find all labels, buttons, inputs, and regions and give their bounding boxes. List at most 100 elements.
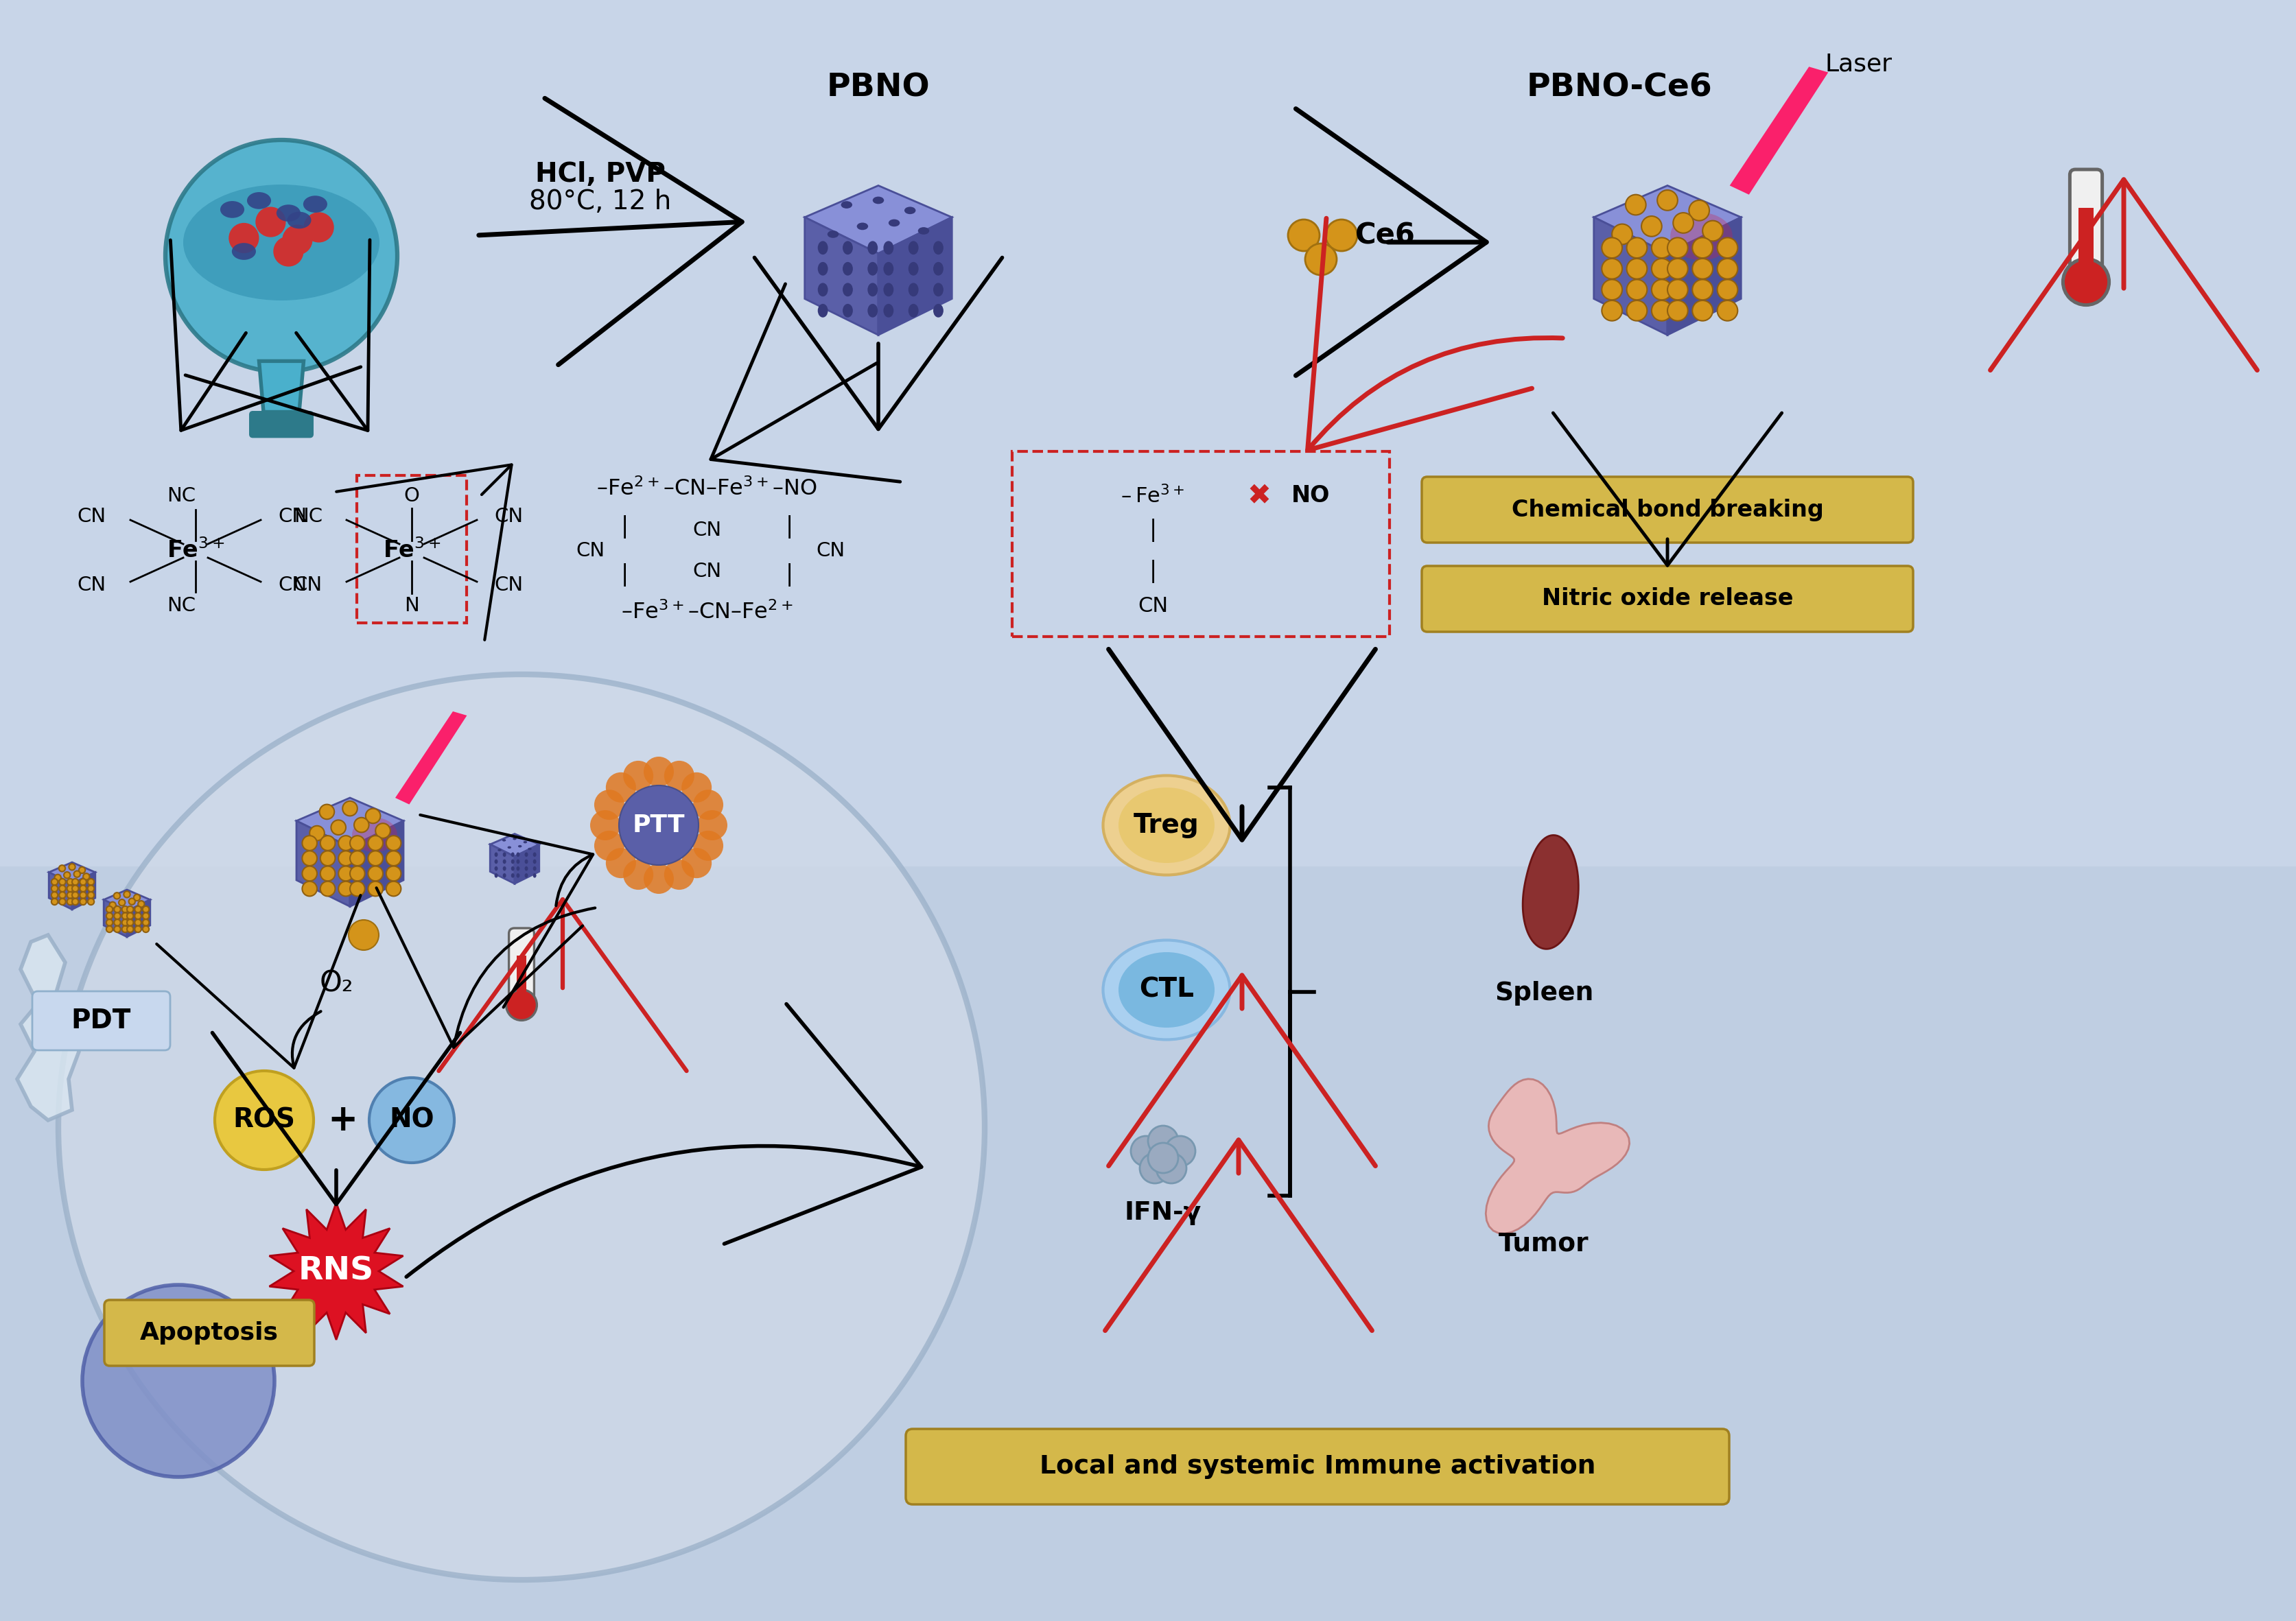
Polygon shape: [21, 935, 64, 1003]
Polygon shape: [126, 900, 149, 937]
Circle shape: [365, 809, 381, 823]
Circle shape: [349, 851, 365, 866]
Ellipse shape: [868, 303, 877, 318]
Ellipse shape: [884, 303, 893, 318]
Circle shape: [682, 848, 712, 879]
Text: Fe$^{3+}$: Fe$^{3+}$: [168, 538, 225, 562]
Ellipse shape: [932, 242, 944, 254]
Circle shape: [1148, 1125, 1178, 1156]
Circle shape: [51, 885, 57, 892]
Circle shape: [67, 898, 73, 905]
Text: CN: CN: [693, 562, 721, 580]
Circle shape: [349, 919, 379, 950]
Text: ✖: ✖: [1247, 481, 1272, 511]
Circle shape: [664, 760, 693, 791]
Circle shape: [321, 866, 335, 880]
Polygon shape: [804, 185, 953, 253]
Polygon shape: [103, 890, 149, 911]
Text: CTL: CTL: [1139, 977, 1194, 1003]
Circle shape: [106, 919, 113, 926]
Ellipse shape: [523, 841, 528, 843]
Circle shape: [87, 879, 94, 885]
Polygon shape: [1486, 1080, 1630, 1234]
Circle shape: [1651, 279, 1671, 300]
Ellipse shape: [868, 263, 877, 276]
Circle shape: [1325, 219, 1357, 251]
Circle shape: [643, 757, 673, 786]
Circle shape: [87, 892, 94, 898]
Text: CN: CN: [1137, 597, 1169, 616]
Text: Spleen: Spleen: [1495, 981, 1593, 1005]
Text: ROS: ROS: [232, 1107, 296, 1133]
Circle shape: [106, 926, 113, 932]
Circle shape: [349, 836, 365, 851]
Circle shape: [1603, 300, 1623, 321]
Ellipse shape: [868, 284, 877, 297]
Text: CN: CN: [78, 575, 106, 595]
Circle shape: [606, 848, 636, 879]
Ellipse shape: [503, 853, 505, 858]
Polygon shape: [395, 712, 466, 804]
Circle shape: [354, 817, 370, 832]
Circle shape: [1304, 243, 1336, 276]
Circle shape: [1603, 279, 1623, 300]
Circle shape: [303, 882, 317, 896]
Ellipse shape: [884, 242, 893, 254]
Circle shape: [698, 810, 728, 840]
Text: Fe$^{3+}$: Fe$^{3+}$: [383, 538, 441, 562]
Circle shape: [303, 212, 333, 243]
Ellipse shape: [512, 874, 514, 879]
Ellipse shape: [503, 859, 505, 864]
Circle shape: [255, 207, 285, 237]
Circle shape: [1139, 1153, 1171, 1183]
Text: Nitric oxide release: Nitric oxide release: [1541, 587, 1793, 609]
Circle shape: [83, 1285, 276, 1477]
Text: |: |: [785, 562, 792, 587]
Circle shape: [1626, 259, 1646, 279]
Circle shape: [78, 867, 85, 874]
Circle shape: [620, 786, 698, 866]
Polygon shape: [16, 997, 78, 1120]
Text: IFN-γ: IFN-γ: [1125, 1201, 1201, 1225]
Polygon shape: [879, 217, 953, 336]
Ellipse shape: [276, 204, 301, 222]
Circle shape: [135, 919, 142, 926]
Circle shape: [338, 882, 354, 896]
Circle shape: [1717, 300, 1738, 321]
Polygon shape: [349, 820, 404, 906]
Text: Treg: Treg: [1134, 812, 1199, 838]
Ellipse shape: [884, 284, 893, 297]
Ellipse shape: [503, 840, 505, 841]
Ellipse shape: [494, 853, 498, 858]
Circle shape: [142, 926, 149, 932]
Circle shape: [87, 885, 94, 892]
Text: Apoptosis: Apoptosis: [140, 1321, 278, 1344]
Circle shape: [367, 866, 383, 880]
Circle shape: [1626, 238, 1646, 258]
Ellipse shape: [519, 845, 521, 848]
Circle shape: [165, 139, 397, 371]
Ellipse shape: [1102, 940, 1231, 1039]
Text: CN: CN: [576, 541, 604, 561]
Ellipse shape: [494, 859, 498, 864]
Text: Local and systemic Immune activation: Local and systemic Immune activation: [1040, 1454, 1596, 1478]
Circle shape: [1651, 300, 1671, 321]
Circle shape: [1642, 216, 1662, 237]
Circle shape: [622, 859, 654, 890]
Bar: [2078, 207, 2094, 282]
Circle shape: [142, 906, 149, 913]
Ellipse shape: [1118, 952, 1215, 1028]
Circle shape: [338, 851, 354, 866]
Circle shape: [1626, 195, 1646, 216]
Bar: [517, 956, 526, 1005]
Polygon shape: [1667, 217, 1740, 336]
Ellipse shape: [494, 874, 498, 879]
Text: CN: CN: [815, 541, 845, 561]
Text: |: |: [1148, 519, 1157, 541]
Ellipse shape: [517, 874, 519, 879]
Circle shape: [115, 906, 119, 913]
Circle shape: [1148, 1143, 1178, 1174]
Polygon shape: [259, 361, 303, 412]
Ellipse shape: [932, 263, 944, 276]
FancyBboxPatch shape: [250, 412, 312, 438]
